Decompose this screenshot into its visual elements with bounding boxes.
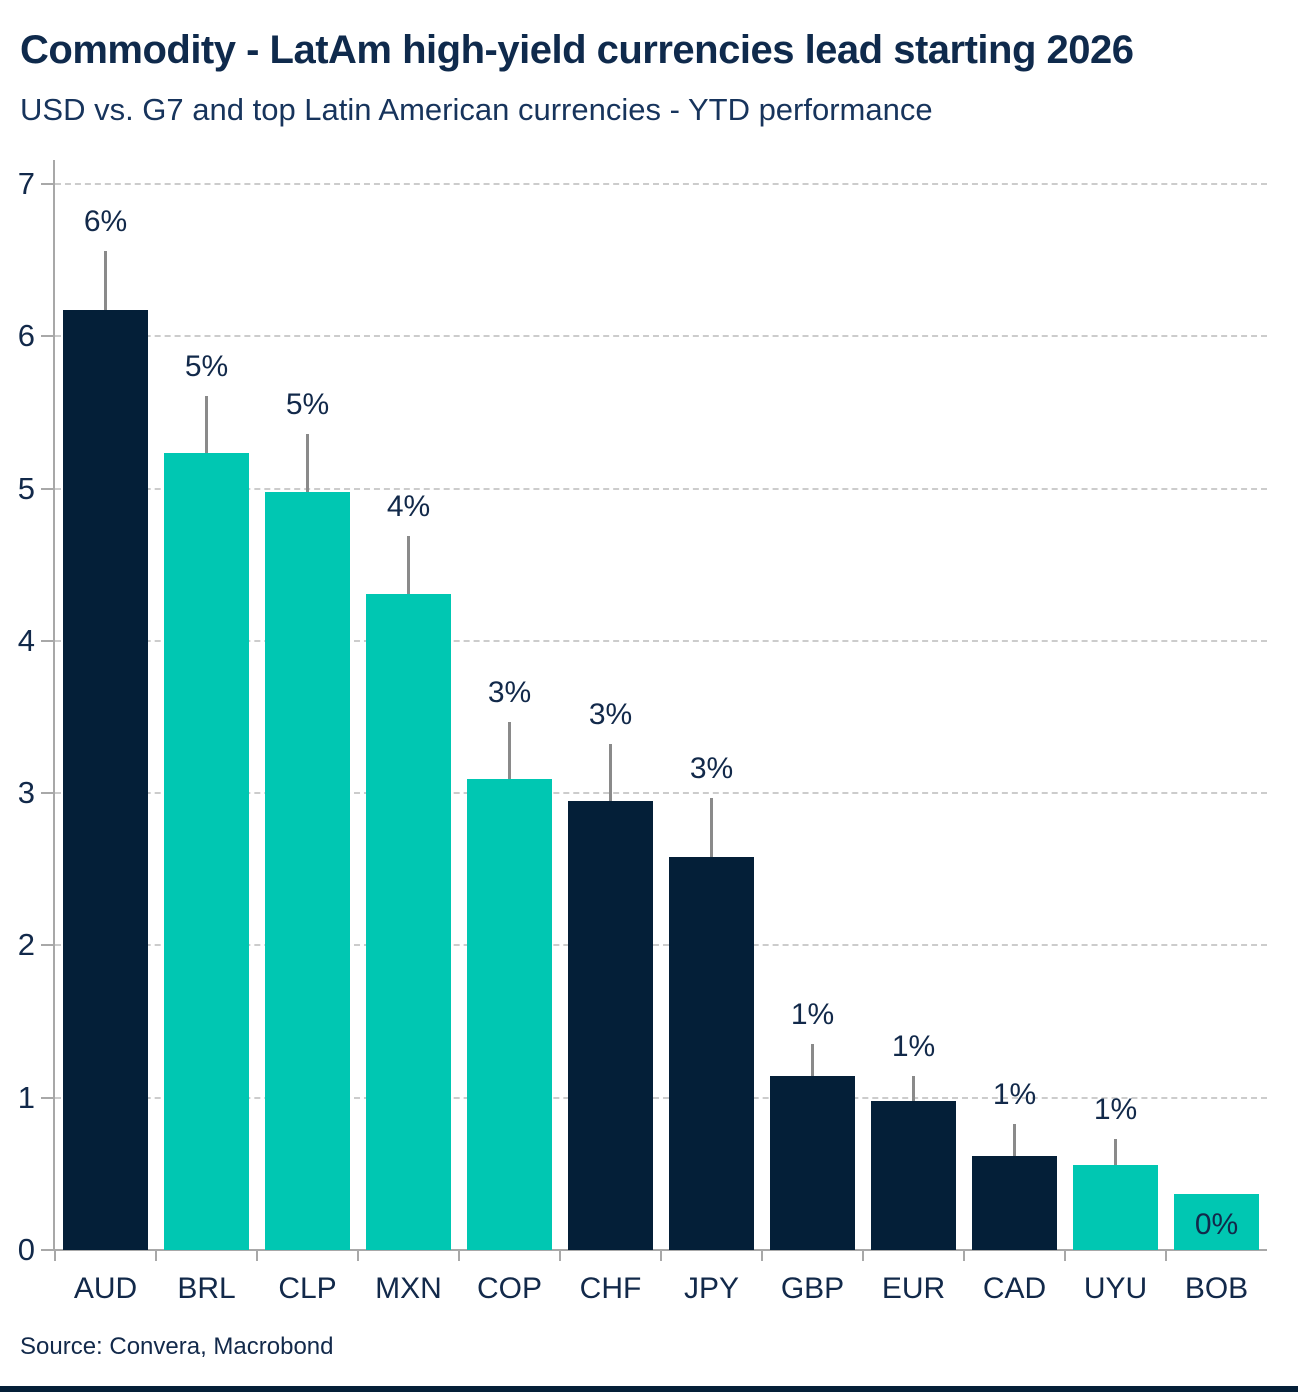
x-boundary-tick-3: [357, 1251, 359, 1261]
source-note: Source: Convera, Macrobond: [20, 1333, 334, 1360]
x-label-BOB: BOB: [1184, 1272, 1249, 1305]
whisker-AUD: [104, 250, 107, 311]
value-label-MXN: 4%: [386, 489, 431, 523]
x-label-UYU: UYU: [1083, 1272, 1148, 1305]
x-label-CLP: CLP: [278, 1272, 337, 1305]
gridline-1: [55, 1096, 1267, 1099]
whisker-MXN: [407, 535, 410, 594]
y-tick-label-5: 5: [17, 470, 35, 506]
x-axis-baseline: [53, 1249, 1267, 1251]
x-label-CHF: CHF: [579, 1272, 642, 1305]
whisker-CAD: [1013, 1123, 1016, 1156]
bar-GBP: [770, 1076, 855, 1250]
x-label-AUD: AUD: [73, 1272, 138, 1305]
gridline-6: [55, 335, 1267, 338]
plot-area: 0 1 2 3 4 5 6 7 6% 5% 5% 4% 3% 3% 3% 1% 1% 1% 1% 0%: [18, 160, 1267, 1267]
x-boundary-tick-8: [862, 1251, 864, 1261]
value-label-EUR: 1%: [891, 1030, 936, 1064]
x-label-GBP: GBP: [780, 1272, 845, 1305]
value-label-BOB: 0%: [1194, 1207, 1239, 1241]
bar-CHF: [568, 800, 653, 1250]
y-tick-1: [41, 1096, 53, 1099]
value-label-CLP: 5%: [285, 387, 330, 421]
y-tick-label-6: 6: [17, 318, 35, 354]
x-boundary-tick-4: [458, 1251, 460, 1261]
x-boundary-tick-10: [1064, 1251, 1066, 1261]
bar-AUD: [63, 310, 148, 1250]
bar-CAD: [972, 1155, 1057, 1250]
x-boundary-tick-2: [256, 1251, 258, 1261]
y-tick-3: [41, 792, 53, 795]
y-tick-label-0: 0: [17, 1232, 35, 1267]
whisker-CHF: [609, 744, 612, 801]
x-boundary-tick-0: [54, 1251, 56, 1261]
x-label-MXN: MXN: [375, 1272, 442, 1305]
x-boundary-tick-1: [155, 1251, 157, 1261]
value-label-JPY: 3%: [689, 751, 734, 785]
y-tick-label-2: 2: [17, 927, 35, 963]
value-label-AUD: 6%: [83, 204, 128, 238]
y-tick-5: [41, 487, 53, 490]
bar-UYU: [1073, 1164, 1158, 1250]
whisker-JPY: [710, 797, 713, 858]
y-tick-label-1: 1: [17, 1079, 35, 1115]
chart-title: Commodity - LatAm high-yield currencies …: [20, 28, 1134, 72]
value-label-CHF: 3%: [588, 698, 633, 732]
whisker-CLP: [306, 433, 309, 492]
x-boundary-tick-6: [660, 1251, 662, 1261]
x-boundary-tick-9: [963, 1251, 965, 1261]
x-boundary-tick-5: [559, 1251, 561, 1261]
x-boundary-tick-11: [1165, 1251, 1167, 1261]
whisker-UYU: [1114, 1138, 1117, 1165]
x-boundary-tick-7: [761, 1251, 763, 1261]
bar-JPY: [669, 857, 754, 1250]
gridline-2: [55, 944, 1267, 947]
whisker-GBP: [811, 1044, 814, 1077]
value-label-COP: 3%: [487, 675, 532, 709]
x-label-EUR: EUR: [881, 1272, 946, 1305]
value-label-GBP: 1%: [790, 998, 835, 1032]
bar-EUR: [871, 1100, 956, 1250]
x-label-JPY: JPY: [683, 1272, 740, 1305]
y-tick-label-3: 3: [17, 775, 35, 811]
y-tick-4: [41, 639, 53, 642]
bar-CLP: [265, 491, 350, 1250]
chart-subtitle: USD vs. G7 and top Latin American curren…: [20, 92, 933, 127]
value-label-UYU: 1%: [1093, 1092, 1138, 1126]
bar-MXN: [366, 593, 451, 1250]
whisker-EUR: [912, 1076, 915, 1101]
bar-COP: [467, 779, 552, 1250]
value-label-BRL: 5%: [184, 349, 229, 383]
gridline-3: [55, 792, 1267, 795]
footer-accent-band: [0, 1386, 1298, 1392]
whisker-COP: [508, 721, 511, 780]
bar-BOB: [1174, 1193, 1259, 1250]
y-tick-6: [41, 335, 53, 338]
gridline-5: [55, 487, 1267, 490]
bar-BRL: [164, 453, 249, 1250]
x-label-CAD: CAD: [982, 1272, 1047, 1305]
y-tick-7: [41, 182, 53, 185]
x-label-COP: COP: [476, 1272, 542, 1305]
y-axis-line: [53, 160, 55, 1250]
value-label-CAD: 1%: [992, 1077, 1037, 1111]
whisker-BRL: [205, 395, 208, 454]
y-tick-label-4: 4: [17, 622, 35, 658]
gridline-7: [55, 182, 1267, 185]
x-label-BRL: BRL: [177, 1272, 236, 1305]
y-tick-label-7: 7: [17, 165, 35, 201]
gridline-4: [55, 639, 1267, 642]
y-tick-0: [41, 1249, 53, 1251]
y-tick-2: [41, 944, 53, 947]
